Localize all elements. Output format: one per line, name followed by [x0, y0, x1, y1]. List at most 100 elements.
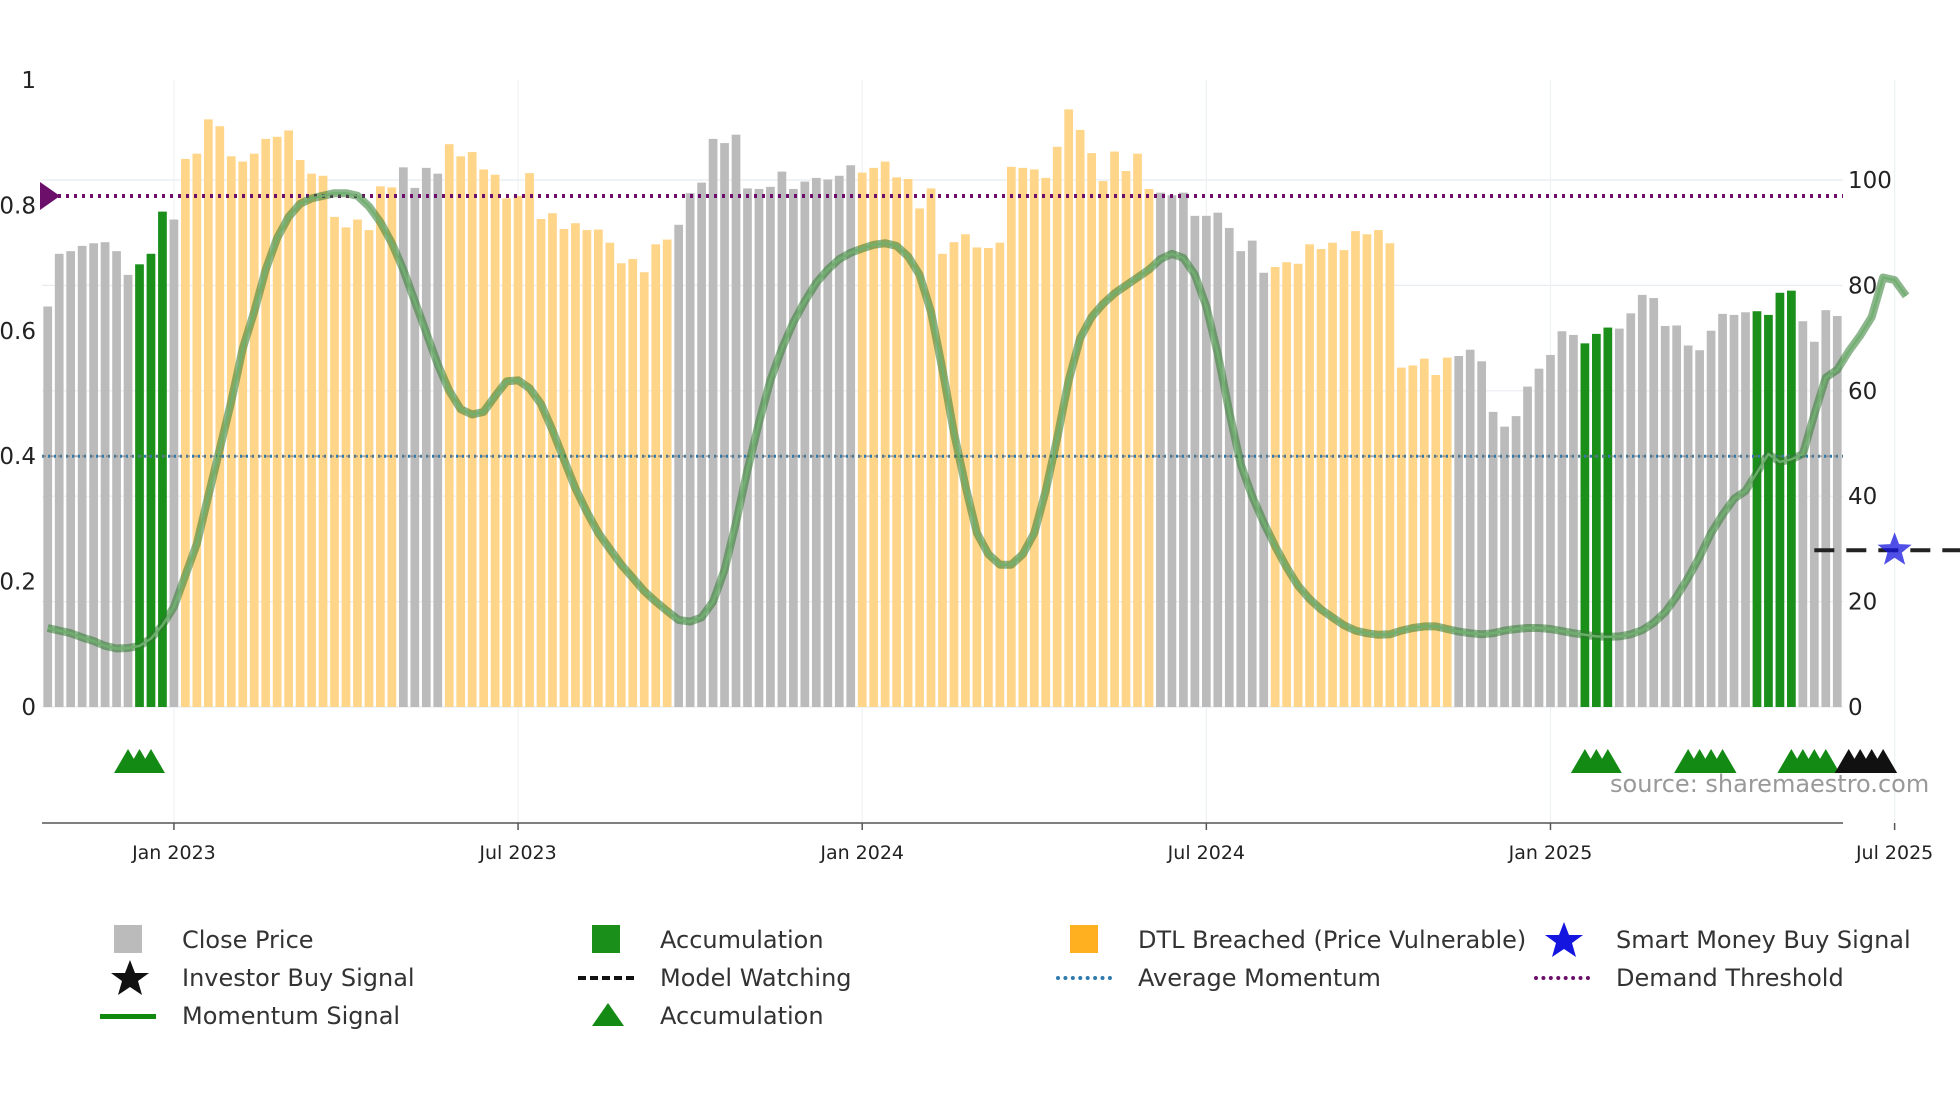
reference-lines	[40, 181, 1960, 553]
demand-threshold-marker	[40, 181, 60, 210]
close-price-bar	[421, 167, 431, 707]
close-price-bar	[1729, 314, 1739, 707]
left-tick-label: 0.6	[0, 319, 36, 345]
dtl-breached-bar	[192, 153, 202, 707]
accumulation-bar	[1787, 290, 1796, 707]
dtl-breached-bar	[869, 167, 879, 707]
close-price-bar	[100, 242, 110, 707]
close-price-bar	[1179, 192, 1188, 707]
dtl-breached-bar	[1121, 171, 1131, 707]
dtl-breached-bar	[984, 247, 993, 707]
left-tick-label: 0.8	[0, 193, 36, 219]
dtl-breached-bar	[1362, 234, 1372, 707]
dtl-breached-bar	[353, 219, 362, 707]
close-price-bar	[1477, 361, 1487, 707]
right-tick-label: 60	[1848, 379, 1877, 405]
dtl-breached-bar	[926, 188, 936, 707]
dtl-breached-bar	[295, 159, 305, 707]
close-price-bar	[1557, 331, 1567, 707]
dtl-breached-bar	[880, 161, 890, 707]
close-price-bar	[1213, 212, 1223, 707]
close-price-bar	[834, 175, 844, 707]
dtl-breached-bar	[307, 173, 316, 707]
close-price-bar	[77, 245, 87, 707]
dtl-breached-bar	[571, 223, 580, 708]
dtl-breached-bar	[594, 229, 603, 707]
dtl-breached-bar	[318, 175, 328, 707]
close-price-bar	[1167, 195, 1177, 707]
dtl-breached-bar	[892, 177, 901, 708]
dtl-breached-bar	[1270, 266, 1280, 707]
accumulation-bar	[158, 211, 167, 707]
dtl-breached-bar	[903, 178, 913, 708]
momentum-line	[46, 189, 1910, 653]
dtl-breached-bar	[1087, 153, 1096, 708]
dtl-breached-bar	[226, 156, 236, 707]
accumulation-bar	[146, 253, 156, 707]
dtl-breached-bar	[1385, 243, 1395, 708]
dtl-breached-bar	[525, 173, 534, 708]
close-price-bar	[1695, 350, 1704, 707]
dtl-breached-bar	[364, 230, 374, 707]
close-price-bar	[1614, 328, 1624, 707]
close-price-bar	[1649, 298, 1659, 707]
x-tick-label: Jul 2025	[1855, 842, 1933, 864]
dtl-breached-bar	[1075, 129, 1085, 707]
dtl-breached-bar	[238, 161, 248, 707]
right-tick-label: 0	[1848, 695, 1863, 721]
dtl-breached-bar	[1293, 263, 1303, 707]
dtl-breached-bar	[938, 253, 947, 707]
dtl-breached-bar	[376, 186, 385, 708]
close-price-bar	[66, 251, 76, 707]
close-price-bar	[1706, 330, 1716, 707]
right-tick-label: 100	[1848, 168, 1892, 194]
close-price-bar	[1569, 334, 1578, 707]
close-price-bar	[766, 186, 775, 707]
accumulation-bar	[135, 264, 144, 707]
dtl-breached-bar	[215, 126, 225, 708]
close-price-bar	[1672, 325, 1682, 707]
dtl-breached-bar	[513, 195, 523, 707]
accumulation-triangle	[1811, 749, 1840, 773]
accumulation-bar	[1580, 343, 1590, 707]
dtl-breached-bar	[467, 152, 477, 708]
close-price-bar	[1190, 215, 1200, 707]
left-tick-label: 0.2	[0, 570, 36, 596]
close-price-bar	[1236, 251, 1246, 707]
dtl-breached-bar	[1041, 177, 1051, 708]
close-price-bar	[1546, 354, 1555, 707]
close-price-bar	[1511, 416, 1521, 707]
close-price-bar	[1741, 312, 1750, 707]
close-price-bar	[800, 181, 810, 707]
dtl-breached-bar	[1419, 358, 1429, 707]
dtl-breached-bar	[949, 242, 959, 707]
close-price-bar	[54, 253, 64, 707]
dtl-breached-bar	[1351, 231, 1360, 707]
accumulation-triangle	[1593, 749, 1622, 773]
x-tick-label: Jan 2025	[1508, 842, 1593, 864]
dtl-breached-bar	[1018, 167, 1028, 707]
dtl-breached-bar	[639, 272, 649, 707]
close-price-bar	[1637, 294, 1647, 707]
dtl-breached-bar	[1110, 151, 1119, 708]
dtl-breached-bar	[1396, 367, 1406, 707]
dtl-breached-bar	[1144, 188, 1154, 708]
close-price-bar	[846, 165, 856, 707]
close-price-bar	[823, 179, 833, 707]
close-price-bar	[685, 193, 695, 708]
left-tick-label: 1	[21, 68, 36, 94]
close-price-bar	[1454, 356, 1464, 707]
dtl-breached-bar	[1133, 153, 1142, 707]
dtl-breached-bar	[536, 218, 546, 708]
tick-labels: 0 0.2 0.4 0.6 0.8 1 0 20 40 60 80 100 Jan 2023 Jul 20…	[0, 68, 1933, 864]
dtl-breached-bar	[1431, 374, 1441, 707]
accumulation-bar	[1764, 314, 1773, 707]
dtl-breached-bar	[261, 138, 271, 708]
dtl-breached-bar	[479, 169, 489, 707]
close-price-bar	[1798, 321, 1808, 707]
close-price-bar	[811, 177, 821, 708]
dtl-breached-bar	[444, 144, 454, 707]
x-tick-label: Jan 2023	[131, 842, 216, 864]
accumulation-triangle	[136, 749, 165, 773]
dtl-breached-bar	[1442, 357, 1452, 707]
